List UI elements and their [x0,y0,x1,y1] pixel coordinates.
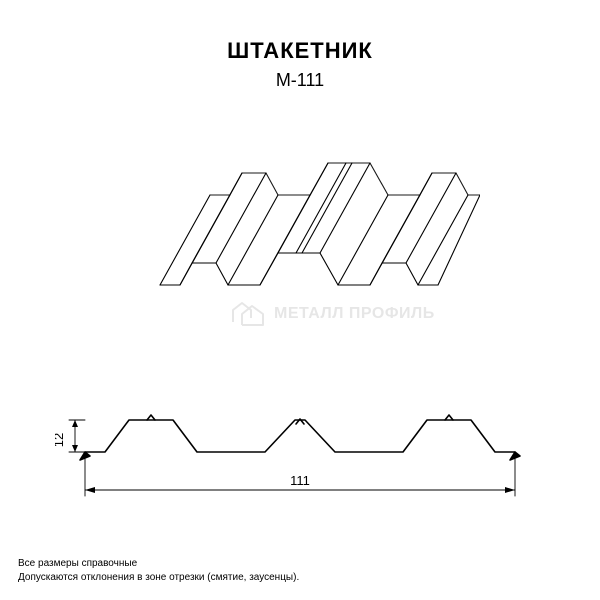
cross-section-drawing: 12 111 [55,400,545,520]
width-dimension-value: 111 [290,473,310,488]
isometric-drawing [120,135,480,315]
footnotes: Все размеры справочные Допускаются откло… [18,557,299,584]
brand-watermark: МЕТАЛЛ ПРОФИЛЬ [230,300,435,328]
product-title: ШТАКЕТНИК [0,38,600,64]
title-block: ШТАКЕТНИК М-111 [0,0,600,91]
height-dimension-value: 12 [55,433,66,447]
brand-watermark-text: МЕТАЛЛ ПРОФИЛЬ [274,305,435,323]
footnote-line-1: Все размеры справочные [18,557,299,571]
brand-logo-icon [230,300,266,328]
footnote-line-2: Допускаются отклонения в зоне отрезки (с… [18,571,299,585]
product-model: М-111 [0,70,600,91]
